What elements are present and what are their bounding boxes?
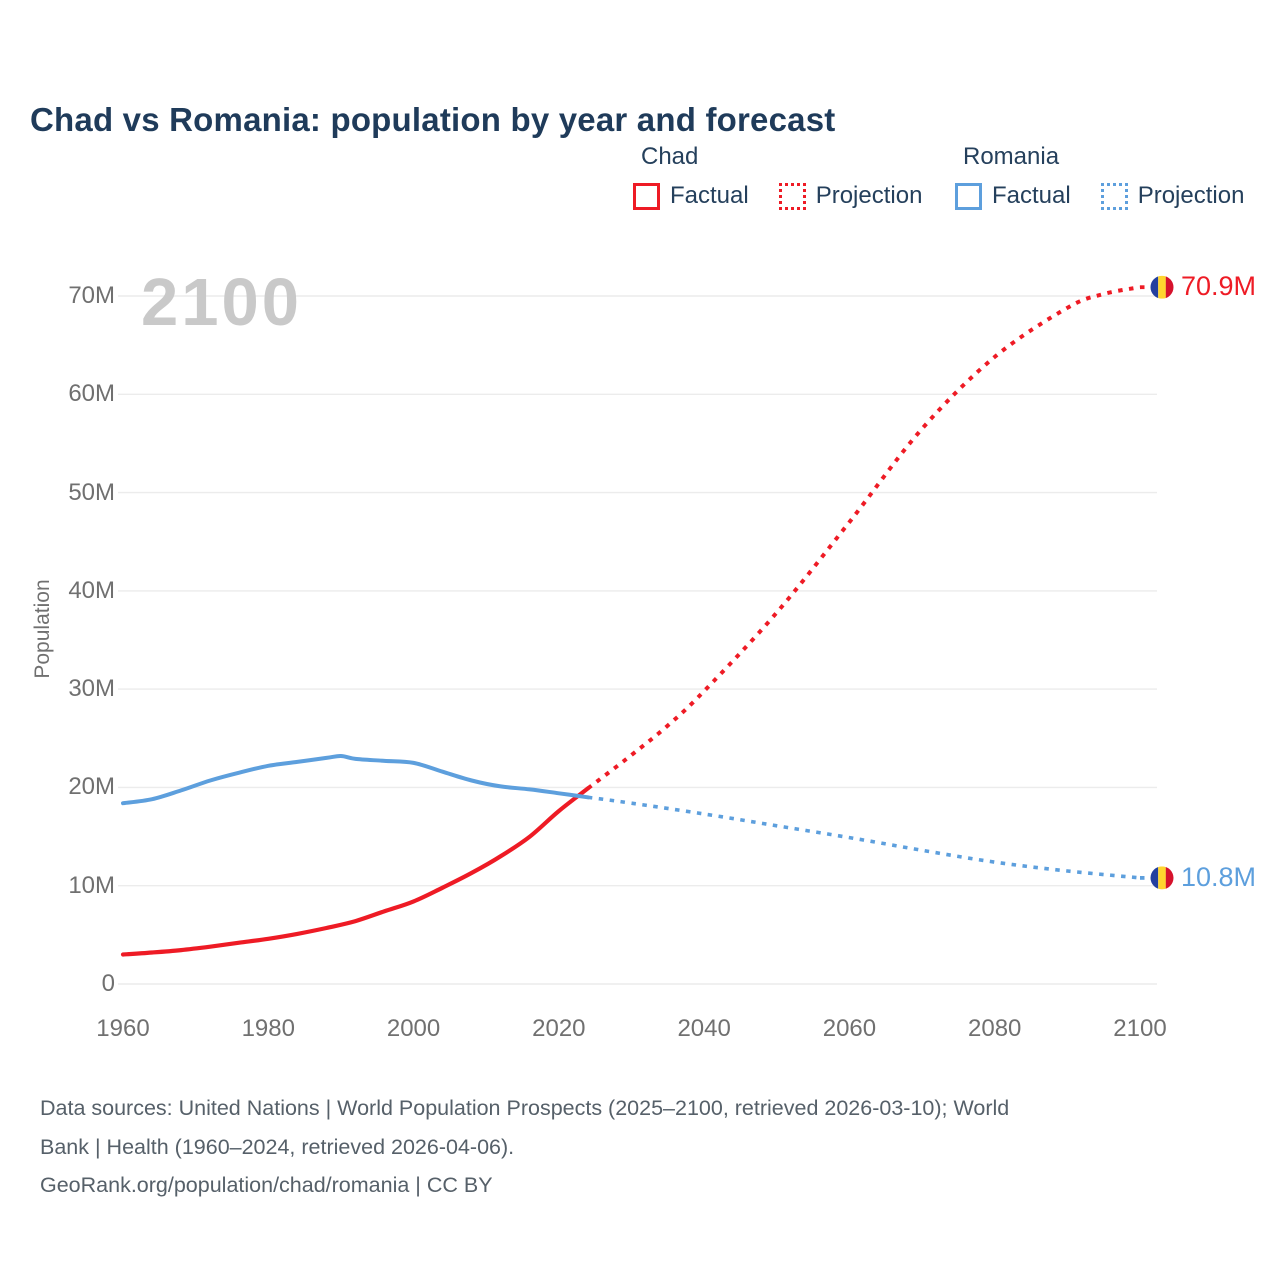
legend-romania-header: Romania [963,143,1060,170]
x-tick-label: 2000 [386,1015,441,1042]
legend-chad-row: Factual Projection [633,182,922,210]
legend-group-romania: Romania Factual Projection [955,143,1244,210]
y-axis-title: Population [31,579,54,679]
chad-projection-label: Projection [815,182,923,209]
x-tick-label: 2040 [677,1015,731,1042]
x-tick-label: 2020 [532,1015,586,1042]
x-tick-label: 2060 [822,1015,877,1042]
romania-projection-swatch-icon [1100,182,1128,210]
data-sources-line-1: Data sources: United Nations | World Pop… [40,1096,1010,1120]
y-tick-label: 50M [68,478,115,506]
x-tick-label: 2080 [968,1015,1022,1042]
chart-title: Chad vs Romania: population by year and … [30,101,836,139]
chad-projection-swatch-icon [778,182,806,210]
x-tick-label: 1980 [241,1015,295,1042]
data-sources-line-2: Bank | Health (1960–2024, retrieved 2026… [40,1134,515,1159]
romania-factual-swatch-icon [955,182,982,210]
y-tick-label: 20M [68,773,115,801]
x-tick-label: 2100 [1113,1015,1167,1042]
y-tick-label: 40M [68,576,115,604]
y-tick-label: 60M [68,380,115,408]
y-tick-label: 70M [68,282,115,309]
chad-flag-icon [1150,275,1174,299]
romania-projection-label: Projection [1137,182,1245,209]
legend-romania-row: Factual Projection [955,182,1244,210]
y-tick-label: 0 [101,970,115,997]
y-tick-label: 30M [68,675,115,703]
attribution-line: GeoRank.org/population/chad/romania | CC… [40,1173,493,1197]
chad-end-value-label: 70.9M [1181,271,1257,301]
romania-factual-label: Factual [992,182,1071,209]
y-tick-label: 10M [68,871,115,899]
year-watermark: 2100 [141,265,303,340]
romania-end-value-label: 10.8M [1181,862,1257,892]
footer: Data sources: United Nations | World Pop… [40,1089,1009,1205]
chad-factual-swatch-icon [633,182,660,210]
legend-chad-header: Chad [641,143,699,170]
chad-factual-label: Factual [670,182,749,209]
legend-group-chad: Chad Factual Projection [633,143,922,210]
romania-flag-icon [1150,866,1174,890]
x-tick-label: 1960 [96,1015,150,1042]
